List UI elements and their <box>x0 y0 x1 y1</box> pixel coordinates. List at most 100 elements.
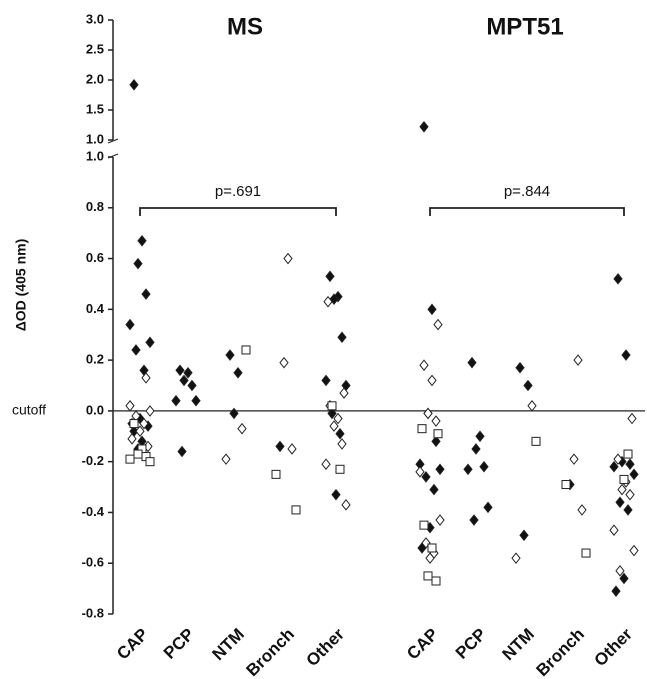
point <box>467 356 477 369</box>
point <box>623 449 633 459</box>
point <box>619 474 629 484</box>
y-tick-label: 3.0 <box>86 11 104 26</box>
point <box>137 234 147 247</box>
point <box>291 505 301 515</box>
point <box>511 552 521 564</box>
point <box>129 78 139 91</box>
point <box>427 543 437 553</box>
point <box>427 303 437 316</box>
bracket <box>429 207 625 216</box>
point <box>141 288 151 300</box>
y-axis-label: ΔOD (405 nm) <box>13 239 29 332</box>
point <box>613 453 623 465</box>
point <box>431 576 441 586</box>
point <box>617 483 627 496</box>
y-tick-label: -0.2 <box>82 453 104 468</box>
point <box>145 405 155 417</box>
point <box>241 345 251 355</box>
point <box>141 372 151 384</box>
point <box>125 454 135 464</box>
x-tick-label: Other <box>591 624 637 670</box>
point <box>609 460 619 473</box>
point <box>237 422 247 435</box>
point <box>127 433 137 445</box>
panel-title: MPT51 <box>486 13 563 40</box>
point <box>321 458 331 471</box>
point <box>629 544 639 557</box>
x-tick-label: Other <box>303 624 349 670</box>
x-tick-label: CAP <box>403 625 442 664</box>
y-tick-label: 1.0 <box>86 131 104 146</box>
point <box>331 488 341 501</box>
point <box>433 318 443 331</box>
point <box>463 463 473 476</box>
point <box>179 374 189 387</box>
point <box>229 407 239 420</box>
point <box>225 349 235 361</box>
point <box>419 520 429 530</box>
point <box>329 420 339 432</box>
point <box>573 354 583 366</box>
point <box>561 480 571 490</box>
x-tick-label: PCP <box>160 625 198 663</box>
point <box>433 429 443 439</box>
x-tick-label: CAP <box>113 625 152 664</box>
point <box>429 483 439 496</box>
p-value: p=.691 <box>215 183 261 200</box>
point <box>279 356 289 369</box>
point <box>131 344 141 356</box>
point <box>615 565 625 577</box>
point <box>417 424 427 434</box>
point <box>435 514 445 526</box>
point <box>183 367 193 379</box>
point <box>577 504 587 516</box>
point <box>275 440 285 453</box>
point <box>523 379 533 392</box>
y-tick-label: 1.0 <box>86 148 104 163</box>
y-tick-label: 0.2 <box>86 352 104 367</box>
y-tick-label: -0.6 <box>82 555 104 570</box>
point <box>133 257 143 270</box>
bracket <box>139 207 337 216</box>
point <box>611 585 621 597</box>
point <box>613 273 623 285</box>
point <box>283 252 293 265</box>
point <box>177 445 187 458</box>
point <box>469 514 479 526</box>
point <box>431 435 441 448</box>
point <box>471 443 481 455</box>
x-tick-label: NTM <box>499 625 538 664</box>
x-tick-label: NTM <box>209 625 248 664</box>
point <box>519 529 529 542</box>
point <box>431 415 441 427</box>
point <box>139 417 149 430</box>
point <box>271 469 281 479</box>
point <box>171 394 181 407</box>
point <box>415 466 425 478</box>
y-tick-label: -0.4 <box>82 504 105 519</box>
point <box>625 488 635 501</box>
point <box>435 463 445 476</box>
point <box>333 290 343 303</box>
y-tick-label: 0.6 <box>86 250 104 265</box>
y-tick-label: 0.0 <box>86 402 104 417</box>
point <box>425 552 435 564</box>
point <box>625 458 635 471</box>
point <box>325 270 335 283</box>
point <box>423 571 433 581</box>
point <box>615 496 625 509</box>
point <box>427 374 437 387</box>
point <box>581 548 591 558</box>
y-tick-label: 0.8 <box>86 199 104 214</box>
point <box>335 427 345 440</box>
point <box>287 443 297 455</box>
point <box>339 387 349 399</box>
point <box>125 318 135 331</box>
point <box>531 436 541 446</box>
point <box>129 419 139 429</box>
point <box>133 449 143 459</box>
point <box>421 471 431 483</box>
y-tick-label: -0.8 <box>82 605 104 620</box>
point <box>483 501 493 514</box>
